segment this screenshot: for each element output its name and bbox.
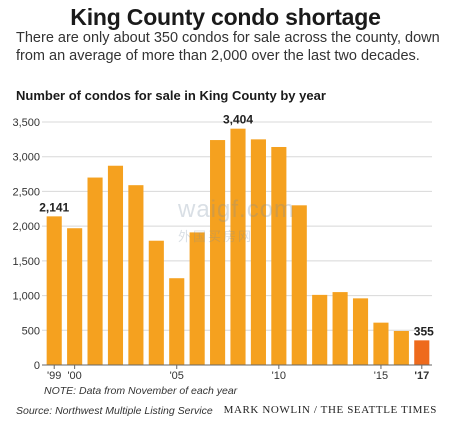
bar-2006 <box>189 232 205 365</box>
y-tick-label: 1,000 <box>12 291 40 303</box>
x-tick-label: '00 <box>67 370 81 382</box>
bar-2000 <box>67 228 83 365</box>
bar-2004 <box>148 240 164 365</box>
bar-2010 <box>271 146 287 365</box>
bar-2002 <box>107 165 124 365</box>
y-tick-label: 2,000 <box>12 221 40 233</box>
data-label: 2,141 <box>39 200 69 214</box>
bar-2015 <box>373 322 389 365</box>
data-label: 355 <box>414 324 434 338</box>
y-tick-label: 500 <box>22 325 40 337</box>
x-tick-label: '15 <box>374 370 388 382</box>
bar-2005 <box>169 278 185 365</box>
bar-2011 <box>291 205 307 365</box>
bar-2012 <box>312 294 328 365</box>
chart-source: Source: Northwest Multiple Listing Servi… <box>16 405 213 417</box>
bar-2014 <box>352 298 369 365</box>
chart-heading: Number of condos for sale in King County… <box>16 88 326 103</box>
x-tick-label: '99 <box>47 370 61 382</box>
bar-2013 <box>332 292 348 365</box>
bar-2007 <box>210 140 226 365</box>
bar-1999 <box>46 216 62 365</box>
y-tick-label: 1,500 <box>12 256 40 268</box>
x-tick-label: '05 <box>170 370 184 382</box>
x-tick-label: '17 <box>414 370 429 382</box>
chart-subtitle: There are only about 350 condos for sale… <box>16 30 440 64</box>
bar-2003 <box>128 185 144 365</box>
chart-note: NOTE: Data from November of each year <box>44 385 238 397</box>
y-tick-label: 2,500 <box>12 186 40 198</box>
watermark-text: waigf.com <box>178 196 296 223</box>
bar-2017 <box>414 340 430 365</box>
bar-2001 <box>87 177 103 365</box>
data-label: 3,404 <box>223 113 253 127</box>
y-tick-label: 3,000 <box>12 152 40 164</box>
chart-credit: MARK NOWLIN / THE SEATTLE TIMES <box>223 404 437 416</box>
x-tick-label: '10 <box>272 370 286 382</box>
bar-2009 <box>250 139 266 365</box>
watermark-subtext: 外国买房网 <box>178 229 254 244</box>
bar-2008 <box>230 128 246 365</box>
y-tick-label: 0 <box>34 360 40 372</box>
y-tick-label: 3,500 <box>12 117 40 129</box>
bar-2016 <box>393 330 409 365</box>
chart-title: King County condo shortage <box>70 4 381 30</box>
